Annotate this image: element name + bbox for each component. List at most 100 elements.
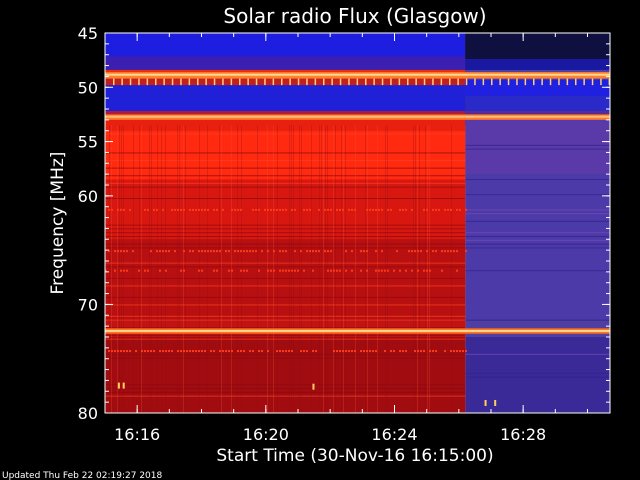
heatmap-streak xyxy=(151,125,152,413)
heatmap-tick xyxy=(566,78,569,86)
heatmap-dash xyxy=(219,250,221,253)
heatmap-dash xyxy=(408,250,410,253)
heatmap-dash xyxy=(447,208,449,211)
heatmap-dash xyxy=(339,208,341,211)
heatmap-dash xyxy=(216,269,218,272)
heatmap-dash xyxy=(243,350,245,353)
heatmap-dash xyxy=(189,250,191,253)
heatmap-streak xyxy=(267,125,268,413)
heatmap-tick xyxy=(533,78,535,86)
heatmap-dash xyxy=(360,269,362,272)
heatmap-tick xyxy=(146,78,149,86)
heatmap-streak xyxy=(327,125,328,413)
heatmap-stripe xyxy=(105,315,466,317)
heatmap-dash xyxy=(120,250,122,253)
heatmap-dash xyxy=(282,208,284,211)
heatmap-dash xyxy=(204,208,206,211)
x-axis-ticks: 16:16 16:20 16:24 16:28 xyxy=(104,33,588,444)
heatmap-dash xyxy=(285,208,287,211)
heatmap-band xyxy=(105,130,466,180)
heatmap-dash xyxy=(330,208,332,211)
heatmap-dash xyxy=(405,269,407,272)
heatmap-dash xyxy=(120,269,122,272)
heatmap-tick xyxy=(541,78,543,86)
heatmap-dash xyxy=(195,350,197,353)
heatmap-tick xyxy=(365,78,367,86)
heatmap-dash xyxy=(366,250,368,253)
heatmap-stripe xyxy=(105,296,466,298)
heatmap-streak xyxy=(199,125,200,413)
heatmap-dash xyxy=(108,208,110,211)
heatmap-dash xyxy=(282,250,284,253)
heatmap-dash xyxy=(294,208,296,211)
heatmap-dash xyxy=(168,350,170,353)
heatmap-dash xyxy=(456,250,458,253)
heatmap-dash xyxy=(414,250,416,253)
heatmap-dash xyxy=(183,250,185,253)
heatmap-tick xyxy=(121,78,123,86)
heatmap-dash xyxy=(351,269,353,272)
heatmap-dash xyxy=(348,208,350,211)
heatmap-tick xyxy=(600,78,602,86)
heatmap-dash xyxy=(411,269,413,272)
heatmap-stripe xyxy=(105,186,466,188)
heatmap-stripe xyxy=(465,247,610,249)
spectrogram-heatmap xyxy=(105,33,610,413)
heatmap-dash xyxy=(420,250,422,253)
heatmap-dash xyxy=(177,350,179,353)
heatmap-dash xyxy=(429,269,431,272)
heatmap-streak xyxy=(385,125,386,413)
heatmap-streak xyxy=(179,125,180,413)
heatmap-streak xyxy=(123,125,124,413)
heatmap-dash xyxy=(249,350,251,353)
heatmap-dash xyxy=(171,208,173,211)
heatmap-stripe xyxy=(105,285,466,287)
heatmap-dash xyxy=(198,250,200,253)
heatmap-dash xyxy=(414,350,416,353)
heatmap-dash xyxy=(237,350,239,353)
heatmap-dash xyxy=(396,250,398,253)
heatmap-tick xyxy=(188,78,191,86)
heatmap-stripe xyxy=(105,262,466,264)
heatmap-dash xyxy=(198,208,200,211)
heatmap-tick xyxy=(465,78,468,86)
heatmap-dash xyxy=(324,250,326,253)
heatmap-tick xyxy=(163,78,165,86)
heatmap-dash xyxy=(354,208,356,211)
heatmap-dash xyxy=(192,350,194,353)
heatmap-streak xyxy=(429,125,430,413)
heatmap-dash xyxy=(306,208,308,211)
heatmap-dash xyxy=(402,350,404,353)
heatmap-dash xyxy=(210,250,212,253)
heatmap-dash xyxy=(252,350,254,353)
heatmap-dash xyxy=(183,208,185,211)
heatmap-stripe xyxy=(105,338,466,340)
heatmap-dash xyxy=(423,350,425,353)
heatmap-stripe xyxy=(465,213,610,215)
heatmap-dash xyxy=(351,208,353,211)
heatmap-dash xyxy=(273,250,275,253)
heatmap-tick xyxy=(491,78,493,86)
heatmap-dash xyxy=(252,250,254,253)
heatmap-dash xyxy=(207,208,209,211)
heatmap-dash xyxy=(150,350,152,353)
heatmap-tick xyxy=(272,78,275,86)
heatmap-dash xyxy=(192,208,194,211)
heatmap-dash xyxy=(465,350,467,353)
heatmap-dash xyxy=(300,350,302,353)
heatmap-stripe xyxy=(105,357,466,359)
heatmap-dash xyxy=(255,250,257,253)
heatmap-dash xyxy=(273,208,275,211)
heatmap-streak xyxy=(273,125,274,413)
heatmap-dash xyxy=(204,250,206,253)
heatmap-streak xyxy=(465,125,466,413)
heatmap-dash xyxy=(456,208,458,211)
heatmap-dash xyxy=(144,350,146,353)
heatmap-dash xyxy=(201,250,203,253)
heatmap-dash xyxy=(240,350,242,353)
heatmap-tick xyxy=(289,78,291,86)
heatmap-dash xyxy=(150,250,152,253)
heatmap-dash xyxy=(207,250,209,253)
heatmap-stripe xyxy=(465,353,610,355)
